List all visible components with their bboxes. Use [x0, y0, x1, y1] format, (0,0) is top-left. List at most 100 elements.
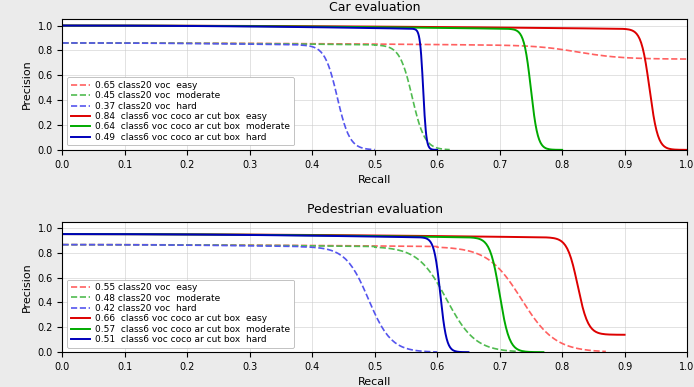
0.57  class6 voc coco ar cut box  moderate	[422, 235, 430, 239]
0.37 class20 voc  hard	[323, 59, 331, 63]
0.48 class20 voc  moderate	[86, 242, 94, 247]
0.84  class6 voc coco ar cut box  easy	[683, 147, 691, 152]
Line: 0.84  class6 voc coco ar cut box  easy: 0.84 class6 voc coco ar cut box easy	[62, 26, 687, 150]
0.57  class6 voc coco ar cut box  moderate	[58, 232, 67, 236]
0.65 class20 voc  easy	[616, 55, 625, 60]
0.49  class6 voc coco ar cut box  hard	[58, 23, 67, 28]
0.66  class6 voc coco ar cut box  easy	[555, 238, 564, 242]
0.45 class20 voc  moderate	[446, 147, 454, 152]
0.64  class6 voc coco ar cut box  moderate	[515, 30, 523, 34]
0.49  class6 voc coco ar cut box  hard	[414, 30, 422, 34]
0.55 class20 voc  easy	[272, 243, 280, 248]
0.64  class6 voc coco ar cut box  moderate	[496, 26, 504, 31]
0.57  class6 voc coco ar cut box  moderate	[479, 238, 487, 243]
Y-axis label: Precision: Precision	[22, 262, 32, 312]
0.57  class6 voc coco ar cut box  moderate	[487, 253, 496, 258]
0.49  class6 voc coco ar cut box  hard	[76, 23, 84, 28]
0.42 class20 voc  hard	[345, 260, 353, 265]
0.37 class20 voc  hard	[296, 43, 304, 47]
0.48 class20 voc  moderate	[236, 243, 244, 248]
0.49  class6 voc coco ar cut box  hard	[405, 26, 413, 31]
0.65 class20 voc  easy	[58, 41, 67, 45]
0.48 class20 voc  moderate	[471, 337, 479, 341]
0.55 class20 voc  easy	[602, 349, 610, 354]
Line: 0.37 class20 voc  hard: 0.37 class20 voc hard	[62, 43, 375, 150]
0.55 class20 voc  easy	[542, 330, 550, 334]
0.66  class6 voc coco ar cut box  easy	[189, 232, 197, 236]
0.48 class20 voc  moderate	[58, 242, 67, 247]
0.51  class6 voc coco ar cut box  hard	[155, 232, 164, 236]
0.45 class20 voc  moderate	[90, 41, 99, 45]
0.57  class6 voc coco ar cut box  moderate	[539, 350, 548, 354]
0.42 class20 voc  hard	[83, 242, 91, 247]
0.51  class6 voc coco ar cut box  hard	[425, 238, 434, 243]
0.51  class6 voc coco ar cut box  hard	[431, 253, 439, 258]
0.55 class20 voc  easy	[582, 348, 590, 352]
Legend: 0.65 class20 voc  easy, 0.45 class20 voc  moderate, 0.37 class20 voc  hard, 0.84: 0.65 class20 voc easy, 0.45 class20 voc …	[67, 77, 294, 146]
0.42 class20 voc  hard	[328, 248, 336, 253]
0.45 class20 voc  moderate	[388, 46, 396, 51]
0.51  class6 voc coco ar cut box  hard	[58, 232, 67, 236]
0.64  class6 voc coco ar cut box  moderate	[558, 147, 566, 152]
0.65 class20 voc  easy	[289, 41, 298, 46]
0.57  class6 voc coco ar cut box  moderate	[168, 232, 176, 236]
0.84  class6 voc coco ar cut box  easy	[86, 23, 94, 28]
0.57  class6 voc coco ar cut box  moderate	[78, 232, 87, 236]
0.37 class20 voc  hard	[239, 42, 248, 46]
0.42 class20 voc  hard	[433, 349, 441, 354]
0.45 class20 voc  moderate	[398, 59, 406, 63]
0.48 class20 voc  moderate	[463, 330, 471, 334]
0.48 class20 voc  moderate	[497, 348, 505, 352]
0.64  class6 voc coco ar cut box  moderate	[180, 24, 188, 28]
Line: 0.48 class20 voc  moderate: 0.48 class20 voc moderate	[62, 245, 518, 351]
Line: 0.65 class20 voc  easy: 0.65 class20 voc easy	[62, 43, 687, 59]
0.51  class6 voc coco ar cut box  hard	[382, 235, 390, 239]
0.48 class20 voc  moderate	[514, 349, 523, 354]
Line: 0.45 class20 voc  moderate: 0.45 class20 voc moderate	[62, 43, 450, 150]
0.57  class6 voc coco ar cut box  moderate	[452, 235, 460, 240]
0.64  class6 voc coco ar cut box  moderate	[462, 26, 471, 31]
Line: 0.64  class6 voc coco ar cut box  moderate: 0.64 class6 voc coco ar cut box moderate	[62, 26, 562, 150]
Line: 0.42 class20 voc  hard: 0.42 class20 voc hard	[62, 245, 437, 352]
0.55 class20 voc  easy	[58, 242, 67, 247]
Legend: 0.55 class20 voc  easy, 0.48 class20 voc  moderate, 0.42 class20 voc  hard, 0.66: 0.55 class20 voc easy, 0.48 class20 voc …	[67, 280, 294, 348]
Line: 0.49  class6 voc coco ar cut box  hard: 0.49 class6 voc coco ar cut box hard	[62, 26, 437, 150]
0.49  class6 voc coco ar cut box  hard	[416, 46, 425, 50]
0.84  class6 voc coco ar cut box  easy	[58, 23, 67, 28]
Y-axis label: Precision: Precision	[22, 60, 32, 110]
0.55 class20 voc  easy	[92, 242, 100, 247]
0.42 class20 voc  hard	[296, 244, 304, 249]
0.65 class20 voc  easy	[58, 41, 67, 45]
0.45 class20 voc  moderate	[185, 41, 194, 46]
0.55 class20 voc  easy	[550, 337, 559, 341]
Line: 0.51  class6 voc coco ar cut box  hard: 0.51 class6 voc coco ar cut box hard	[62, 234, 468, 352]
0.84  class6 voc coco ar cut box  easy	[631, 30, 639, 34]
0.45 class20 voc  moderate	[296, 42, 305, 46]
0.51  class6 voc coco ar cut box  hard	[464, 350, 473, 354]
0.66  class6 voc coco ar cut box  easy	[58, 232, 67, 236]
0.65 class20 voc  easy	[605, 54, 613, 59]
0.37 class20 voc  hard	[371, 147, 379, 152]
X-axis label: Recall: Recall	[358, 377, 391, 387]
0.66  class6 voc coco ar cut box  easy	[565, 250, 573, 255]
0.84  class6 voc coco ar cut box  easy	[566, 26, 575, 31]
0.66  class6 voc coco ar cut box  easy	[620, 332, 629, 337]
X-axis label: Recall: Recall	[358, 175, 391, 185]
0.64  class6 voc coco ar cut box  moderate	[521, 46, 530, 50]
Title: Pedestrian evaluation: Pedestrian evaluation	[307, 203, 443, 216]
0.84  class6 voc coco ar cut box  easy	[212, 24, 220, 28]
0.45 class20 voc  moderate	[58, 41, 67, 45]
0.84  class6 voc coco ar cut box  easy	[638, 46, 647, 50]
0.66  class6 voc coco ar cut box  easy	[527, 235, 535, 240]
0.49  class6 voc coco ar cut box  hard	[155, 24, 163, 28]
0.37 class20 voc  hard	[58, 41, 67, 45]
Line: 0.57  class6 voc coco ar cut box  moderate: 0.57 class6 voc coco ar cut box moderate	[62, 234, 543, 352]
0.51  class6 voc coco ar cut box  hard	[76, 232, 85, 236]
Line: 0.55 class20 voc  easy: 0.55 class20 voc easy	[62, 245, 606, 351]
0.49  class6 voc coco ar cut box  hard	[433, 147, 441, 152]
0.42 class20 voc  hard	[58, 242, 67, 247]
0.42 class20 voc  hard	[239, 243, 248, 248]
0.65 class20 voc  easy	[683, 57, 691, 62]
0.66  class6 voc coco ar cut box  easy	[491, 235, 500, 239]
0.64  class6 voc coco ar cut box  moderate	[58, 23, 67, 28]
